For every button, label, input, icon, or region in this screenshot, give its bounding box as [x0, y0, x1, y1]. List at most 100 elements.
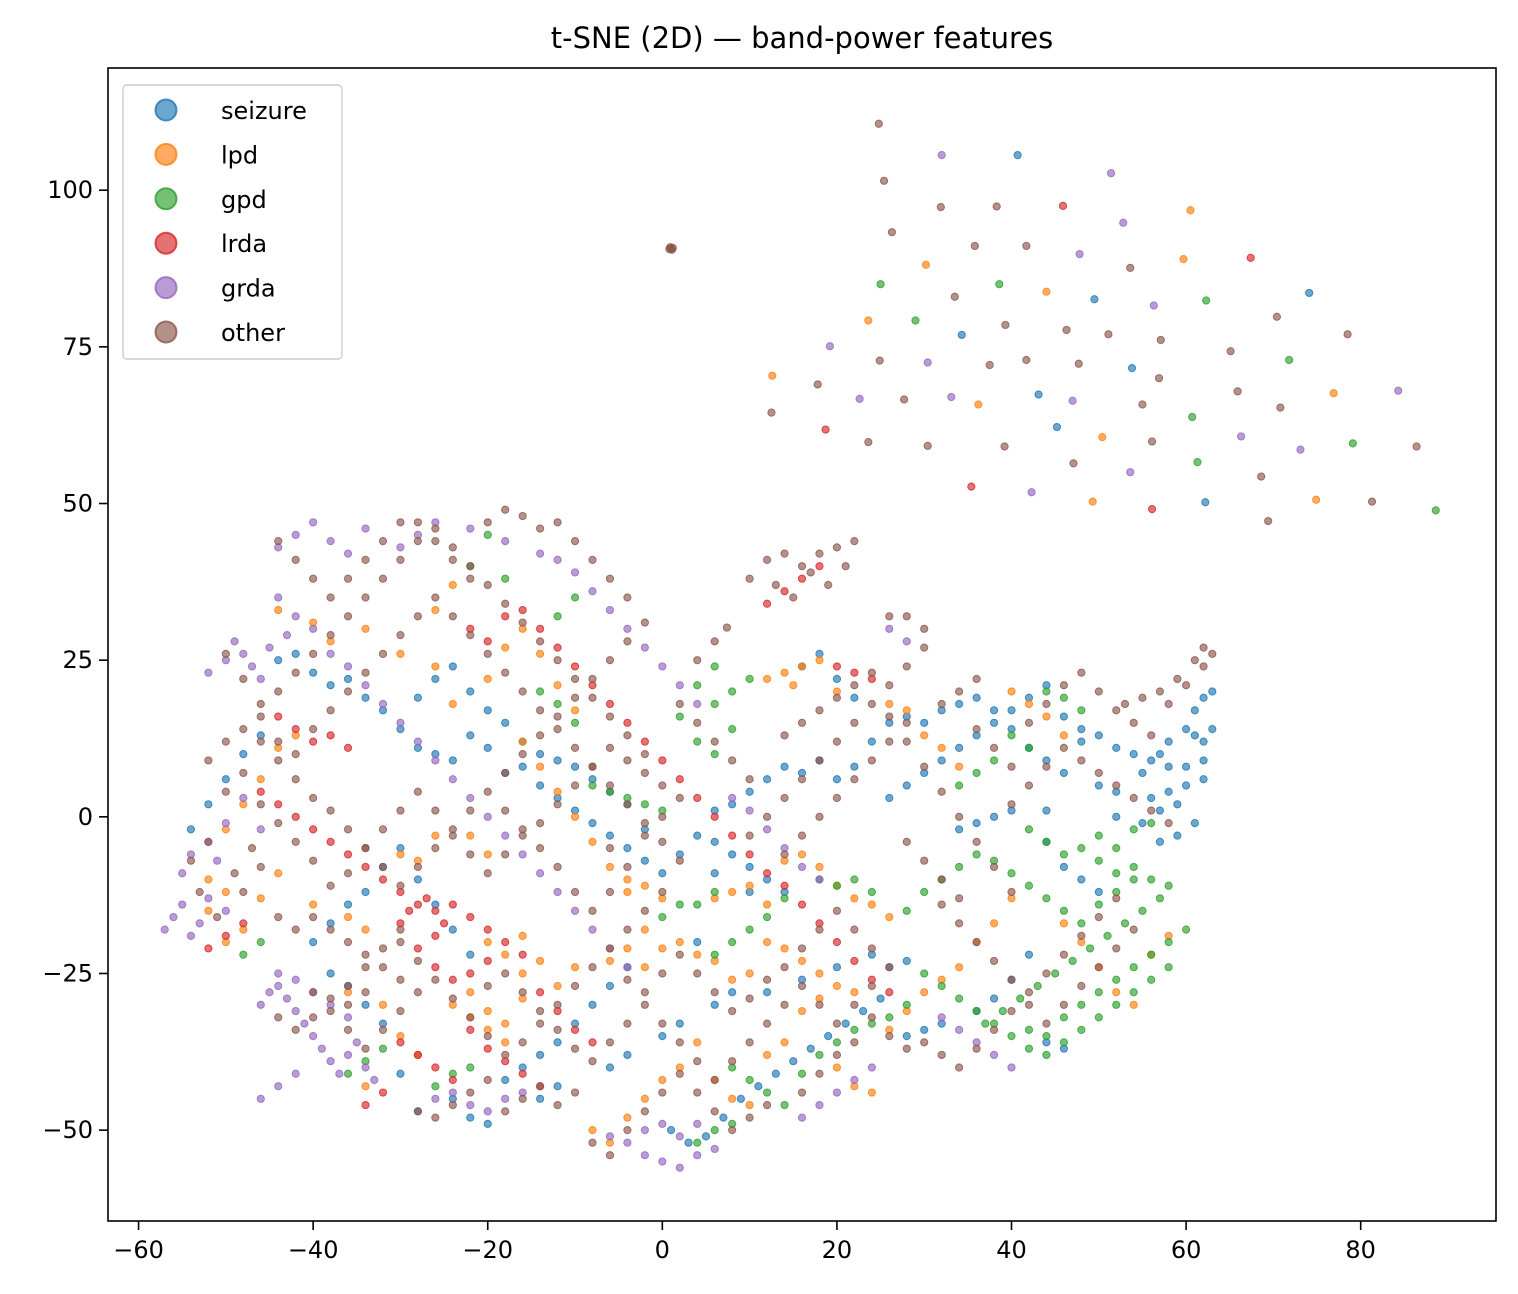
point-other-139	[588, 674, 597, 684]
point-other-159	[588, 762, 597, 771]
point-other-350	[867, 1013, 876, 1022]
point-grda-63	[282, 631, 292, 640]
point-lrda-20	[326, 837, 335, 846]
point-other-311	[1129, 793, 1138, 803]
point-seizure-164	[570, 762, 580, 771]
point-lrda-63	[605, 699, 615, 709]
point-seizure-142	[666, 1126, 676, 1135]
point-seizure-194	[989, 718, 999, 727]
point-seizure-9	[972, 818, 981, 828]
point-lrda-60	[553, 643, 562, 652]
point-seizure-28	[1199, 756, 1208, 765]
point-other-245	[832, 737, 842, 746]
point-other-301	[1077, 931, 1086, 940]
y-tick-label-1: −25	[42, 959, 93, 987]
point-other-400	[640, 831, 649, 840]
x-tick-label-2: −20	[462, 1236, 513, 1264]
point-other-222	[728, 1126, 737, 1135]
point-other-269	[832, 693, 842, 702]
point-grda-51	[693, 1119, 702, 1128]
point-other-252	[902, 612, 911, 621]
point-other-207	[780, 1000, 789, 1009]
point-lpd-84	[1042, 712, 1051, 721]
point-lpd-94	[501, 643, 510, 652]
point-gpd-117	[431, 1082, 440, 1091]
point-seizure-31	[1164, 787, 1173, 796]
point-seizure-12	[1042, 806, 1051, 815]
point-other-283	[989, 956, 999, 966]
point-lrda-17	[378, 875, 388, 884]
y-tick-label-0: −50	[42, 1116, 93, 1144]
point-other-235	[797, 944, 807, 953]
point-gpd-8	[1431, 506, 1440, 515]
point-gpd-67	[1129, 875, 1138, 884]
point-gpd-12	[1077, 844, 1086, 853]
point-gpd-39	[1164, 963, 1173, 972]
point-seizure-135	[605, 981, 615, 991]
point-lpd-28	[483, 1006, 492, 1016]
point-other-265	[771, 580, 780, 590]
point-lpd-0	[1186, 206, 1195, 215]
point-other-308	[1077, 756, 1086, 765]
point-other-306	[1042, 762, 1051, 771]
point-gpd-133	[1024, 743, 1034, 752]
point-lrda-39	[588, 1038, 597, 1047]
point-grda-23	[282, 994, 292, 1003]
point-seizure-109	[396, 1069, 405, 1078]
point-other-360	[326, 994, 335, 1003]
point-seizure-86	[536, 781, 545, 790]
point-other-141	[623, 637, 632, 646]
point-gpd-15	[1129, 862, 1138, 872]
point-other-71	[623, 756, 632, 765]
point-other-254	[762, 555, 772, 565]
point-gpd-115	[239, 950, 248, 959]
point-gpd-128	[1147, 818, 1156, 828]
point-seizure-121	[728, 988, 737, 997]
y-tick-label-2: 0	[78, 803, 93, 831]
point-lrda-29	[343, 743, 353, 752]
point-grda-111	[378, 699, 388, 709]
point-lpd-45	[623, 944, 632, 953]
point-lrda-50	[850, 668, 859, 677]
point-other-333	[1138, 693, 1147, 702]
point-other-134	[501, 768, 510, 778]
point-grda-133	[256, 1094, 265, 1103]
point-other-233	[762, 975, 772, 984]
point-seizure-102	[343, 900, 353, 909]
point-other-268	[815, 706, 824, 715]
point-lrda-71	[745, 850, 754, 859]
point-other-163	[658, 837, 667, 846]
point-seizure-182	[1173, 831, 1182, 840]
point-other-359	[309, 1013, 318, 1022]
point-other-2	[936, 203, 945, 212]
point-other-150	[431, 593, 440, 602]
point-grda-36	[265, 988, 274, 997]
point-lpd-70	[885, 912, 894, 922]
point-other-276	[955, 812, 964, 821]
point-seizure-152	[841, 1019, 850, 1028]
point-seizure-15	[1155, 806, 1165, 815]
point-gpd-16	[1147, 875, 1156, 884]
point-lpd-98	[570, 706, 580, 715]
point-other-97	[623, 731, 632, 740]
point-other-125	[343, 825, 353, 834]
point-other-196	[570, 1088, 580, 1097]
point-other-258	[745, 574, 754, 583]
point-other-331	[1173, 674, 1182, 684]
point-other-250	[920, 643, 929, 652]
point-lpd-52	[728, 975, 737, 984]
point-other-253	[920, 624, 929, 633]
point-lrda-13	[431, 931, 440, 940]
point-lpd-120	[920, 988, 929, 997]
point-grda-45	[710, 1144, 719, 1154]
point-grda-115	[448, 775, 457, 784]
point-other-64	[501, 850, 510, 859]
point-other-406	[553, 862, 562, 872]
point-seizure-146	[736, 1094, 745, 1103]
point-other-57	[378, 825, 388, 834]
point-other-303	[1112, 894, 1121, 903]
point-other-312	[1147, 806, 1156, 815]
legend-label-gpd: gpd	[221, 186, 267, 214]
point-lpd-100	[448, 580, 457, 590]
point-grda-94	[728, 793, 737, 803]
